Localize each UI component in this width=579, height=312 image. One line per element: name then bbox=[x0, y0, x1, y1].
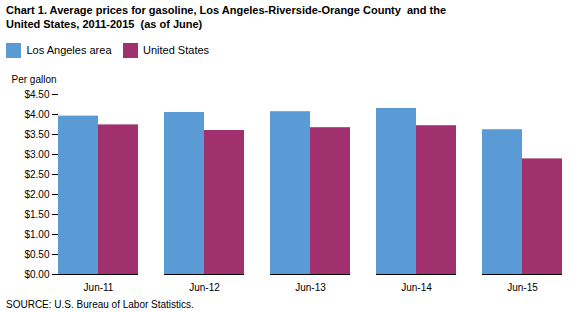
svg-text:$4.50: $4.50 bbox=[24, 89, 49, 100]
html-text:Los Angeles area: Los Angeles area bbox=[26, 44, 112, 56]
svg-text:$1.00: $1.00 bbox=[24, 229, 49, 240]
svg-text:$4.00: $4.00 bbox=[24, 109, 49, 120]
svg-text:Jun-11: Jun-11 bbox=[84, 282, 114, 293]
svg-text:Jun-12: Jun-12 bbox=[189, 282, 220, 293]
svg-text:$1.50: $1.50 bbox=[24, 209, 49, 220]
html-text:Chart 1. Average prices for ga: Chart 1. Average prices for gasoline, Lo… bbox=[6, 4, 447, 30]
svg-text:$2.00: $2.00 bbox=[24, 189, 49, 200]
svg-text:Jun-14: Jun-14 bbox=[401, 282, 432, 293]
svg-text:Jun-15: Jun-15 bbox=[507, 282, 538, 293]
html-text:United States: United States bbox=[143, 44, 210, 56]
svg-text:$3.00: $3.00 bbox=[24, 149, 49, 160]
svg-text:$0.50: $0.50 bbox=[24, 249, 49, 260]
svg-text:$2.50: $2.50 bbox=[24, 169, 49, 180]
html-text:SOURCE: U.S. Bureau of Labor S: SOURCE: U.S. Bureau of Labor Statistics. bbox=[6, 299, 194, 310]
svg-text:Jun-13: Jun-13 bbox=[295, 282, 326, 293]
svg-text:Per gallon: Per gallon bbox=[12, 74, 57, 85]
svg-text:$3.50: $3.50 bbox=[24, 129, 49, 140]
svg-text:$0.00: $0.00 bbox=[24, 269, 49, 280]
